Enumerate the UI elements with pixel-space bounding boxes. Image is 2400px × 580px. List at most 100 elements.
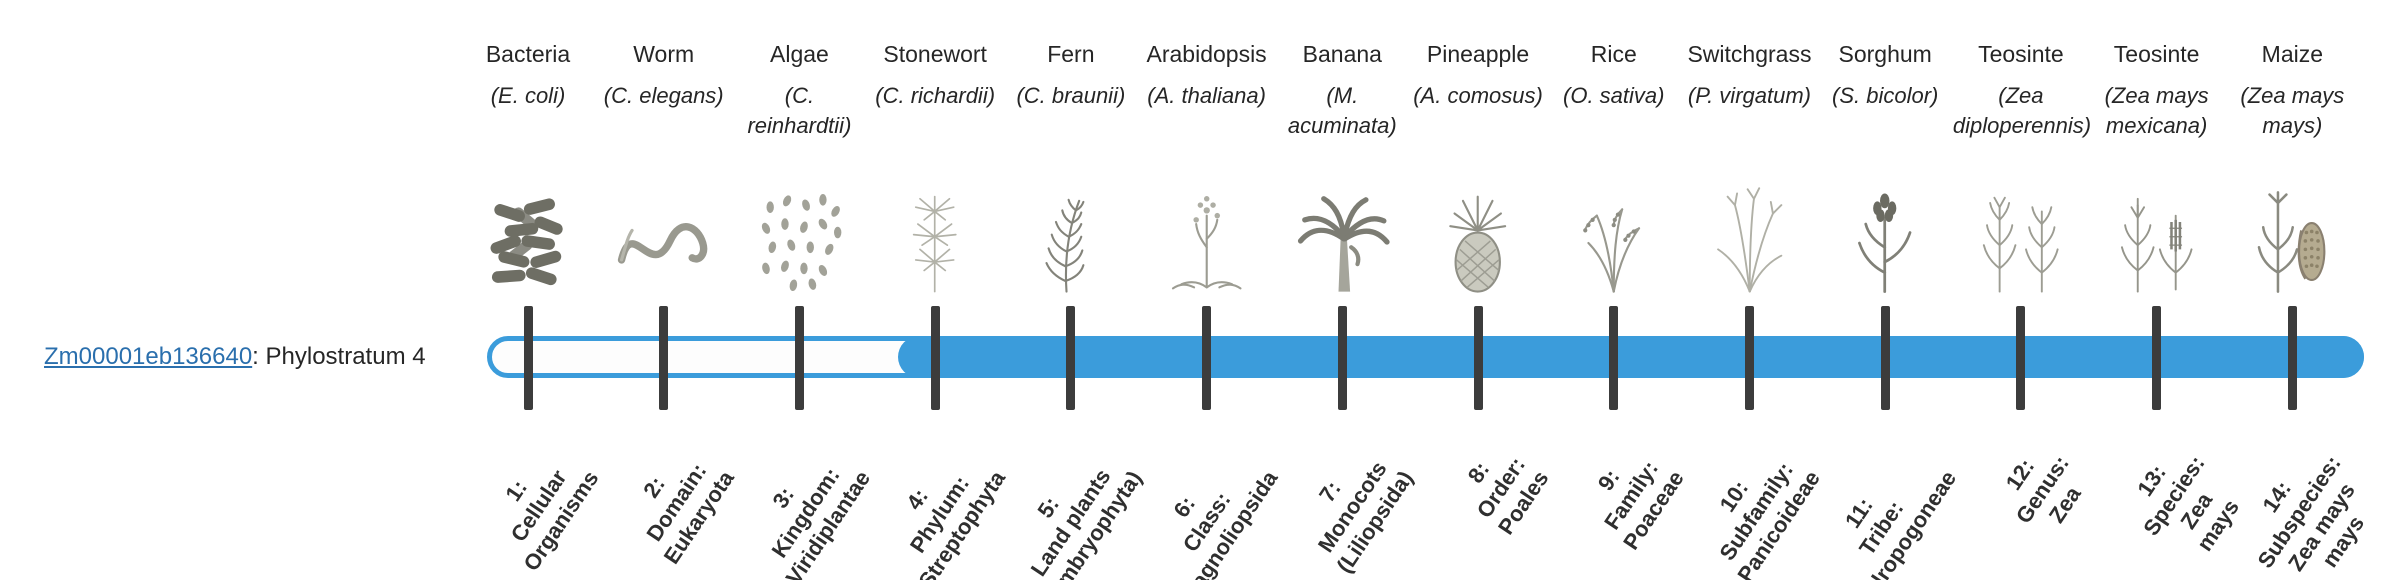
organism-name-block: Arabidopsis (A. thaliana) xyxy=(1139,40,1275,111)
organism-common-name: Rice xyxy=(1590,41,1637,67)
organism-name-block: Switchgrass (P. virgatum) xyxy=(1681,40,1817,111)
organism-common-name: Fern xyxy=(1047,41,1095,67)
phylostratum-column: Banana (M. acuminata) 7: Monocots (Lilio… xyxy=(1274,40,1418,580)
organism-scientific-name: (Zea mays mays) xyxy=(2240,82,2345,138)
phylostratum-column: Bacteria (E. coli) 1: Cellular Organisms xyxy=(460,40,603,580)
phylostratum-tick xyxy=(2152,306,2162,410)
organism-common-name: Algae xyxy=(770,41,829,67)
phylostratum-column: Pineapple (A. comosus) 8: Order: Poales xyxy=(1410,40,1553,580)
organism-scientific-name: (C. reinhardtii) xyxy=(747,82,852,138)
organism-common-name: Teosinte xyxy=(2113,41,2200,67)
phylostratum-rank-label: 7: Monocots (Liliopsida) xyxy=(1312,456,1418,578)
phylostratum-column: Teosinte (Zea diploperennis) 12: Genus: … xyxy=(1952,40,2092,580)
bacteria-icon xyxy=(460,176,596,300)
organism-common-name: Sorghum xyxy=(1838,41,1932,67)
organism-name-block: Stonewort (C. richardii) xyxy=(867,40,1003,111)
teosinte-diploperennis-icon xyxy=(1953,176,2089,300)
phylostratum-column: Rice (O. sativa) 9: Family: Poaceae xyxy=(1546,40,1689,580)
maize-icon xyxy=(2224,176,2360,300)
phylostratum-column: Worm (C. elegans) 2: Domain: Eukaryota xyxy=(596,40,739,580)
organism-scientific-name: (A. thaliana) xyxy=(1147,82,1266,108)
rice-icon xyxy=(1546,176,1682,300)
phylostratum-rank-label: 10: Subfamily: Panicoideae xyxy=(1714,457,1825,580)
teosinte-mexicana-icon xyxy=(2089,176,2225,300)
organism-name-block: Maize (Zea mays mays) xyxy=(2224,40,2360,140)
organism-scientific-name: (C. richardii) xyxy=(875,82,996,108)
algae-icon xyxy=(731,176,867,300)
organism-common-name: Switchgrass xyxy=(1687,41,1812,67)
phylostratum-tick xyxy=(1202,306,1212,410)
phylostratum-column: Algae (C. reinhardtii) 3: Kingdom: Virid… xyxy=(731,40,874,580)
gene-phylostratum-text: : Phylostratum 4 xyxy=(252,343,426,370)
organism-scientific-name: (S. bicolor) xyxy=(1832,82,1939,108)
phylostratum-rank-label: 2: Domain: Eukaryota xyxy=(638,458,739,569)
phylostratum-rank-label: 6: Class: Magnoliopsida xyxy=(1168,466,1282,580)
banana-icon xyxy=(1274,176,1410,300)
phylostratum-tick xyxy=(523,306,533,410)
phylostratum-column: Teosinte (Zea mays mexicana) 13: Species… xyxy=(2089,40,2245,580)
organism-name-block: Rice (O. sativa) xyxy=(1546,40,1682,111)
phylostratum-rank-label: 14: Subspecies: Zea mays mays xyxy=(2252,451,2370,576)
phylostratum-tick xyxy=(930,306,940,410)
organism-scientific-name: (C. elegans) xyxy=(603,82,724,108)
sorghum-icon xyxy=(1817,176,1953,300)
phylostratum-tick xyxy=(1609,306,1619,410)
phylostratum-tick xyxy=(2287,306,2297,410)
organism-name-block: Pineapple (A. comosus) xyxy=(1410,40,1546,111)
organism-common-name: Pineapple xyxy=(1426,41,1530,67)
organism-common-name: Stonewort xyxy=(883,41,987,67)
switchgrass-icon xyxy=(1681,176,1817,300)
organism-scientific-name: (M. acuminata) xyxy=(1287,82,1397,138)
organism-common-name: Bacteria xyxy=(485,41,571,67)
organism-common-name: Maize xyxy=(2261,41,2324,67)
phylostratum-tick xyxy=(1337,306,1347,410)
organism-name-block: Teosinte (Zea mays mexicana) xyxy=(2089,40,2225,140)
phylostratum-bar-fill xyxy=(898,336,2365,378)
phylostratum-column: Arabidopsis (A. thaliana) 6: Class: Magn… xyxy=(1139,40,1282,580)
organism-common-name: Worm xyxy=(633,41,695,67)
phylostratum-column: Switchgrass (P. virgatum) 10: Subfamily:… xyxy=(1681,40,1824,580)
organism-scientific-name: (A. comosus) xyxy=(1413,82,1543,108)
phylostratum-rank-label: 8: Order: Poales xyxy=(1462,452,1554,539)
phylostratum-tick xyxy=(1066,306,1076,410)
organism-scientific-name: (C. braunii) xyxy=(1016,82,1126,108)
gene-id-link[interactable]: Zm00001eb136640 xyxy=(44,343,253,370)
organism-name-block: Sorghum (S. bicolor) xyxy=(1817,40,1953,111)
worm-icon xyxy=(596,176,732,300)
phylostratum-rank-label: 4: Phylum: Streptophyta xyxy=(901,466,1011,580)
phylostratum-rank-label: 11: Tribe: Andropogoneae xyxy=(1839,466,1961,580)
phylostratum-tick xyxy=(1473,306,1483,410)
phylostratum-tick xyxy=(1744,306,1754,410)
organism-common-name: Arabidopsis xyxy=(1146,41,1267,67)
phylostratum-tick xyxy=(2016,306,2026,410)
phylostratum-column: Maize (Zea mays mays) 14: Subspecies: Ze… xyxy=(2224,40,2369,580)
organism-name-block: Worm (C. elegans) xyxy=(596,40,732,111)
organism-name-block: Bacteria (E. coli) xyxy=(460,40,596,111)
pineapple-icon xyxy=(1410,176,1546,300)
phylostratum-column: Fern (C. braunii) 5: Land plants (Embryo… xyxy=(1003,40,1146,580)
organism-name-block: Fern (C. braunii) xyxy=(1003,40,1139,111)
organism-common-name: Banana xyxy=(1302,41,1382,67)
phylostratum-tick xyxy=(794,306,804,410)
phylostratum-column: Sorghum (S. bicolor) 11: Tribe: Andropog… xyxy=(1817,40,1960,580)
stonewort-icon xyxy=(867,176,1003,300)
phylostratum-rank-label: 1: Cellular Organisms xyxy=(500,465,604,576)
gene-label: Zm00001eb136640: Phylostratum 4 xyxy=(44,343,426,371)
organism-scientific-name: (P. virgatum) xyxy=(1687,82,1811,108)
phylostratum-rank-label: 9: Family: Poaceae xyxy=(1593,456,1689,555)
organism-scientific-name: (E. coli) xyxy=(490,82,566,108)
organism-scientific-name: (Zea diploperennis) xyxy=(1952,82,2092,138)
arabidopsis-icon xyxy=(1139,176,1275,300)
phylostratum-tick xyxy=(659,306,669,410)
phylostratum-rank-label: 3: Kingdom: Viridiplantae xyxy=(766,463,875,580)
organism-name-block: Algae (C. reinhardtii) xyxy=(731,40,867,140)
organism-common-name: Teosinte xyxy=(1978,41,2064,67)
phylostratum-tick xyxy=(1880,306,1890,410)
organism-scientific-name: (Zea mays mexicana) xyxy=(2104,82,2209,138)
phylostratum-rank-label: 12: Genus: Zea xyxy=(2000,451,2086,528)
fern-icon xyxy=(1003,176,1139,300)
phylostratum-rank-label: 5: Land plants (Embryophyta) xyxy=(1025,464,1147,580)
organism-name-block: Teosinte (Zea diploperennis) xyxy=(1952,40,2092,140)
phylostratum-column: Stonewort (C. richardii) 4: Phylum: Stre… xyxy=(867,40,1010,580)
